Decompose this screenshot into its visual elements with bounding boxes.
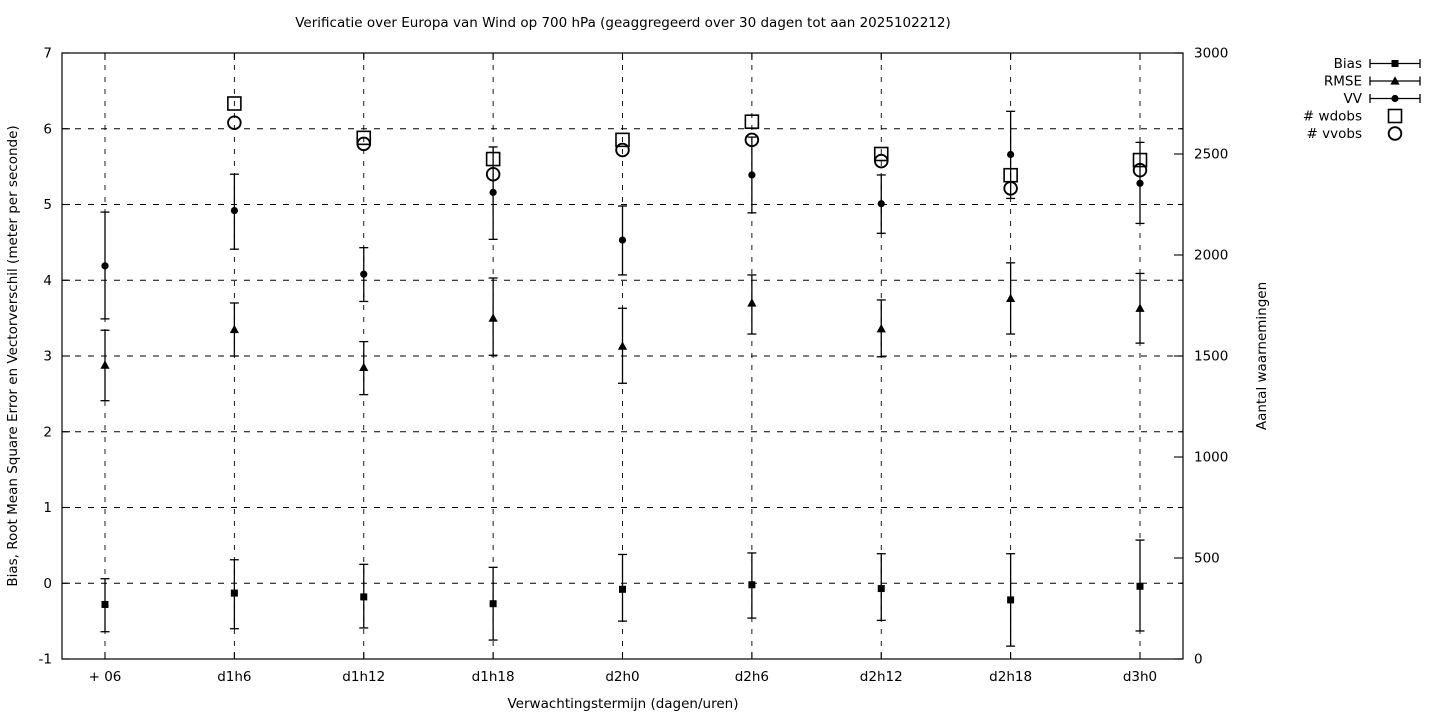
series-bias [100,539,1145,647]
open-square-marker [227,96,242,111]
filled-triangle-marker [1006,293,1016,303]
series-rmse [100,262,1145,402]
legend-label: # vvobs [1307,126,1362,142]
open-square-marker [356,130,372,146]
legend-entry-rmse: RMSE [1324,74,1421,90]
filled-circle-marker [618,236,627,244]
filled-triangle-marker [876,323,886,333]
series-wdobs [227,96,1148,183]
open-circle-marker [227,115,242,130]
chart-title: Verificatie over Europa van Wind op 700 … [295,15,951,31]
legend-label: # wdobs [1303,109,1362,125]
legend-entry-vv: VV [1344,91,1421,107]
y-right-tick-label: 1000 [1194,450,1228,466]
legend-entry-wdobs: # wdobs [1303,108,1403,125]
filled-circle-marker [230,206,238,215]
y-left-tick-label: 0 [43,576,52,592]
y-right-tick-label: 0 [1194,652,1203,668]
tick-label-layer: -1 0 1 2 3 4 5 6 7 0 500 1000 1500 2000 2500 3000 + 06 d1… [39,46,1229,686]
filled-triangle-marker [1390,76,1400,85]
filled-circle-marker [1391,94,1399,103]
open-circle-marker [1132,162,1148,178]
x-axis-label: Verwachtingstermijn (dagen/uren) [508,696,739,712]
open-circle-marker [874,153,889,169]
filled-square-marker [360,593,368,601]
filled-square-marker [230,589,238,597]
y-left-tick-label: 2 [43,424,52,440]
filled-circle-marker [1007,150,1015,159]
filled-triangle-marker [488,313,498,322]
filled-square-marker [877,585,885,593]
y-axis-left-label: Bias, Root Mean Square Error en Vectorve… [5,125,21,586]
y-left-tick-label: -1 [39,652,52,668]
filled-square-marker [619,585,626,593]
x-tick-label: d2h0 [605,669,639,685]
y-right-tick-label: 500 [1194,551,1220,567]
y-left-tick-label: 7 [43,46,52,62]
filled-triangle-marker [747,298,757,307]
open-square-marker [485,151,501,167]
y-left-tick-label: 6 [43,121,52,137]
filled-triangle-marker [617,341,628,350]
filled-circle-marker [748,171,756,179]
open-circle-marker [1387,126,1403,141]
y-right-tick-label: 2000 [1194,248,1228,264]
y-left-tick-label: 5 [43,197,52,213]
legend-entry-bias: Bias [1334,56,1421,72]
open-square-marker [1132,152,1148,168]
x-tick-label: + 06 [89,669,122,685]
open-square-marker [1387,108,1403,124]
x-tick-label: d1h18 [472,669,515,685]
filled-square-marker [101,600,109,608]
legend-label: RMSE [1324,74,1362,90]
x-tick-label: d1h12 [342,669,385,685]
filled-triangle-marker [1135,303,1145,312]
legend-entry-vvobs: # vvobs [1307,126,1403,142]
open-circle-marker [744,132,760,148]
x-tick-label: d3h0 [1123,669,1157,685]
open-square-marker [744,114,760,129]
legend-label: VV [1344,91,1363,107]
y-right-tick-label: 1500 [1194,349,1228,365]
y-axis-right-label: Aantal waarnemingen [1254,282,1270,430]
y-left-tick-label: 4 [43,273,52,289]
filled-circle-marker [1136,179,1144,187]
open-circle-marker [615,142,630,158]
filled-square-marker [1007,596,1015,604]
series-layer [100,96,1148,647]
filled-circle-marker [877,200,885,208]
open-circle-marker [356,136,372,152]
filled-circle-marker [101,262,109,270]
y-right-tick-label: 3000 [1194,46,1228,62]
legend-label: Bias [1334,56,1362,72]
x-tick-label: d1h6 [217,669,251,685]
x-tick-label: d2h12 [860,669,903,685]
y-left-tick-label: 1 [43,500,52,516]
y-right-tick-label: 2500 [1194,147,1228,163]
series-vvobs [227,115,1148,196]
filled-triangle-marker [229,324,239,334]
filled-square-marker [1136,582,1144,590]
open-circle-marker [485,166,501,182]
x-tick-label: d2h18 [989,669,1032,685]
filled-circle-marker [360,270,368,278]
filled-triangle-marker [100,360,110,369]
y-left-tick-label: 3 [43,349,52,365]
x-tick-label: d2h6 [735,669,769,685]
filled-circle-marker [489,188,497,196]
tick-layer [62,52,1183,660]
filled-square-marker [489,600,497,608]
open-square-marker [615,132,630,148]
open-square-marker [873,146,889,162]
filled-square-marker [1391,60,1399,67]
filled-square-marker [748,581,756,589]
series-vv [100,110,1145,320]
filled-triangle-marker [359,362,369,371]
open-circle-marker [1003,181,1018,196]
